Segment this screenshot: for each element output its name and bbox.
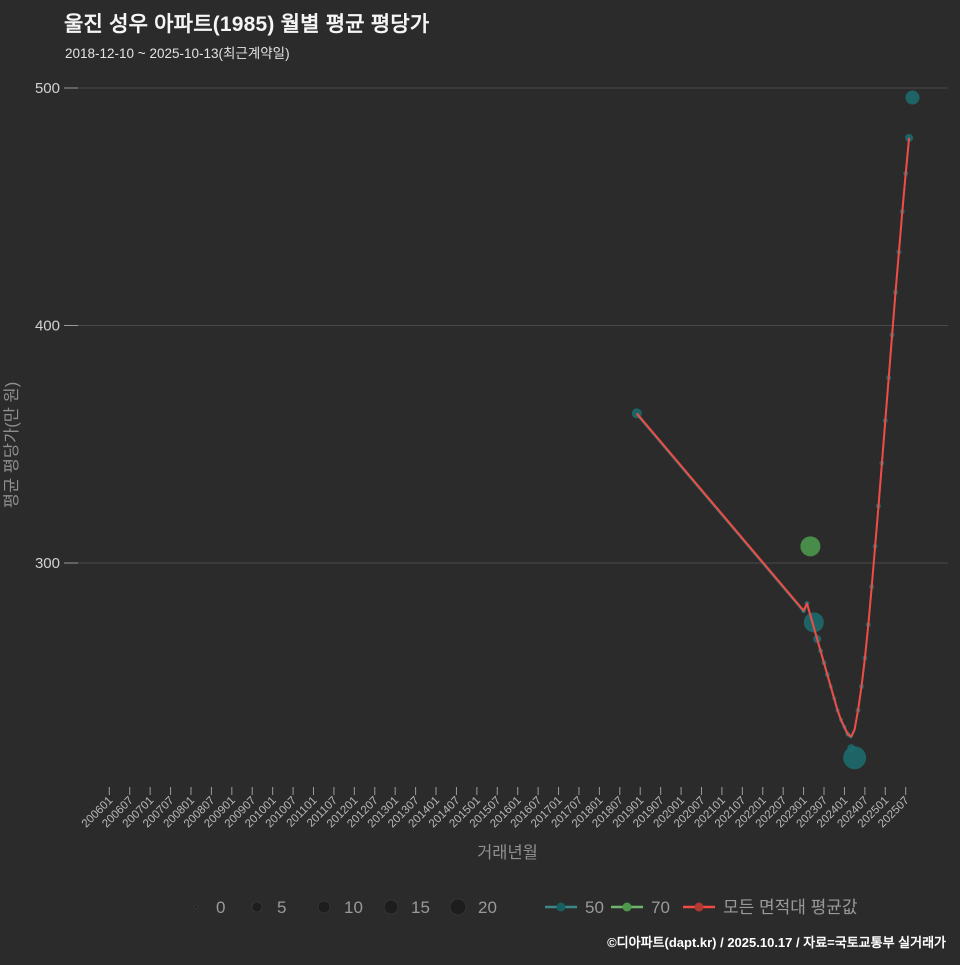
legend-dot-70[interactable]	[622, 902, 632, 912]
bubble-50[interactable]	[905, 133, 914, 142]
legend-size-circle	[251, 901, 263, 913]
chart-title: 울진 성우 아파트(1985) 월별 평균 평당가	[64, 13, 430, 36]
series-line-average	[636, 137, 911, 738]
legend-size-circle	[317, 900, 331, 914]
legend-label-모든 면적대 평균값[interactable]: 모든 면적대 평균값	[723, 898, 858, 917]
y-tick-label: 500	[35, 80, 60, 97]
bubble-70[interactable]	[800, 536, 821, 557]
legend-label-50[interactable]: 50	[585, 898, 604, 917]
legend-label-70[interactable]: 70	[651, 898, 670, 917]
bubble-50[interactable]	[803, 612, 824, 633]
attribution: ©디아파트(dapt.kr) / 2025.10.17 / 자료=국토교통부 실…	[607, 935, 946, 950]
legend-size-label: 5	[277, 898, 286, 917]
legend-size-label: 15	[411, 898, 430, 917]
legend-dot-모든 면적대 평균값[interactable]	[694, 902, 704, 912]
legend-size-label: 10	[344, 898, 363, 917]
series-line-50	[636, 139, 910, 739]
chart-subtitle: 2018-12-10 ~ 2025-10-13(최근계약일)	[65, 46, 290, 61]
legend-dot-50[interactable]	[556, 902, 566, 912]
legend-size-label: 20	[478, 898, 497, 917]
legend-size-circle	[194, 905, 198, 909]
bubble-50[interactable]	[905, 90, 920, 105]
y-tick-label: 300	[35, 555, 60, 572]
y-tick-label: 400	[35, 318, 60, 335]
legend-size-circle	[383, 899, 399, 915]
legend-size-circle	[449, 898, 467, 916]
legend-size-label: 0	[216, 898, 225, 917]
bubble-50[interactable]	[843, 746, 867, 770]
x-axis-title: 거래년월	[477, 843, 538, 862]
y-axis-title: 평균 평당가(만 원)	[2, 382, 21, 508]
